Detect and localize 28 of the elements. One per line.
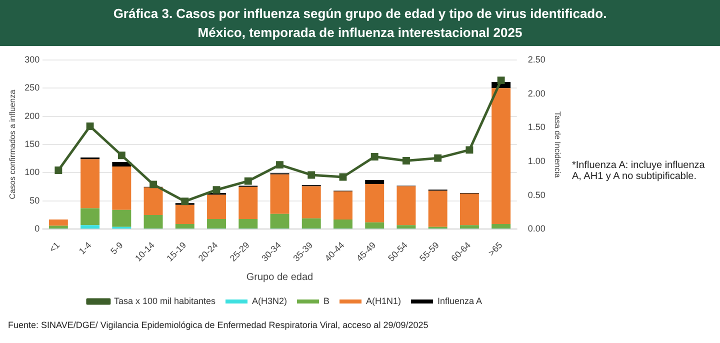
y-tick-label: 0 xyxy=(34,224,40,234)
x-tick-label: 5-9 xyxy=(108,240,125,256)
y2-tick-label: 1.50 xyxy=(528,122,546,132)
y2-tick-label: 0.50 xyxy=(528,190,546,200)
y-tick-label: 50 xyxy=(30,195,40,206)
x-axis-title: Grupo de edad xyxy=(246,272,314,283)
x-tick-label: >65 xyxy=(486,240,504,258)
source-note: Fuente: SINAVE/DGE/ Vigilancia Epidemiológica de Enfermedad Respiratoria Viral, acceso al 29/09/2025 xyxy=(8,320,428,330)
y2-axis-title: Tasa de Incidencia xyxy=(552,111,562,178)
legend-label: Tasa x 100 mil habitantes xyxy=(114,296,216,306)
y-tick-label: 250 xyxy=(24,82,40,93)
legend-label: Influenza A xyxy=(438,296,482,306)
x-tick-label: <1 xyxy=(47,240,62,254)
chart-title: Gráfica 3. Casos por influenza según grupo de edad y tipo de virus identificado. México, temporada de influenza interestacional 2025 xyxy=(112,5,608,42)
y2-tick-label: 1.00 xyxy=(528,156,546,166)
x-tick-label: 1-4 xyxy=(76,240,94,256)
y-axis-title: Casos confirmados a influenza xyxy=(8,89,18,200)
y-tick-label: 300 xyxy=(24,54,40,64)
y-tick-label: 150 xyxy=(24,139,40,150)
y2-tick-label: 2.50 xyxy=(528,54,546,64)
y2-tick-label: 2.00 xyxy=(528,88,546,98)
y-tick-label: 100 xyxy=(24,167,40,178)
legend-label: A(H1N1) xyxy=(366,296,402,306)
y2-tick-label: 0.00 xyxy=(528,224,546,234)
text: *Influenza A: incluye influenza A, AH1 y A no subtipificable. xyxy=(572,160,706,182)
legend-label: B xyxy=(324,296,330,306)
legend-label: A(H3N2) xyxy=(252,296,288,306)
y-tick-label: 200 xyxy=(24,110,40,121)
